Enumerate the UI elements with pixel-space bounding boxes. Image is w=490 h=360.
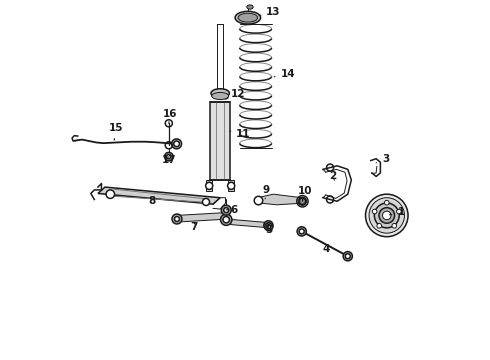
- Circle shape: [266, 223, 271, 228]
- Circle shape: [174, 216, 179, 221]
- Polygon shape: [228, 180, 234, 191]
- Text: 9: 9: [262, 185, 269, 199]
- Polygon shape: [206, 180, 212, 191]
- Circle shape: [202, 198, 210, 206]
- Circle shape: [299, 229, 304, 234]
- Circle shape: [264, 221, 273, 230]
- Polygon shape: [98, 187, 220, 204]
- Circle shape: [106, 190, 115, 198]
- Text: 2: 2: [329, 171, 337, 181]
- Circle shape: [343, 252, 352, 261]
- Circle shape: [172, 139, 182, 149]
- Circle shape: [228, 182, 235, 189]
- Text: 15: 15: [109, 123, 123, 140]
- Text: 4: 4: [322, 244, 330, 253]
- Circle shape: [297, 227, 306, 236]
- Text: 12: 12: [225, 89, 245, 99]
- Text: 8: 8: [148, 196, 156, 206]
- Ellipse shape: [235, 11, 261, 24]
- Polygon shape: [225, 219, 270, 228]
- Circle shape: [265, 223, 272, 231]
- Circle shape: [172, 214, 182, 224]
- Circle shape: [366, 194, 408, 237]
- Circle shape: [298, 197, 306, 205]
- Text: 1: 1: [390, 207, 405, 217]
- Circle shape: [221, 205, 231, 215]
- Circle shape: [379, 208, 394, 223]
- Text: 6: 6: [226, 204, 238, 215]
- Text: 13: 13: [259, 7, 281, 17]
- Polygon shape: [176, 213, 229, 222]
- Polygon shape: [257, 194, 305, 205]
- Text: 11: 11: [230, 130, 251, 139]
- Text: 17: 17: [162, 155, 176, 165]
- Polygon shape: [210, 102, 230, 180]
- Circle shape: [369, 198, 405, 233]
- Circle shape: [165, 152, 173, 161]
- Circle shape: [385, 201, 389, 205]
- Text: 10: 10: [297, 186, 312, 201]
- Text: 5: 5: [266, 225, 273, 235]
- Circle shape: [223, 216, 229, 223]
- Ellipse shape: [247, 5, 253, 9]
- Circle shape: [383, 211, 391, 220]
- Circle shape: [167, 154, 171, 159]
- Ellipse shape: [211, 89, 229, 98]
- Circle shape: [345, 254, 350, 259]
- Ellipse shape: [212, 93, 229, 100]
- Circle shape: [299, 198, 306, 204]
- Circle shape: [392, 224, 396, 228]
- Circle shape: [206, 182, 213, 189]
- Circle shape: [372, 209, 377, 214]
- Circle shape: [396, 209, 401, 214]
- Ellipse shape: [238, 13, 258, 22]
- Circle shape: [174, 141, 179, 147]
- Circle shape: [220, 214, 232, 225]
- Circle shape: [224, 208, 229, 213]
- Circle shape: [374, 203, 399, 228]
- Circle shape: [254, 196, 263, 205]
- Text: 16: 16: [163, 109, 177, 123]
- Text: 7: 7: [190, 222, 197, 231]
- Text: 14: 14: [274, 69, 295, 79]
- Circle shape: [377, 224, 382, 228]
- Circle shape: [267, 225, 271, 229]
- Text: 3: 3: [376, 154, 389, 163]
